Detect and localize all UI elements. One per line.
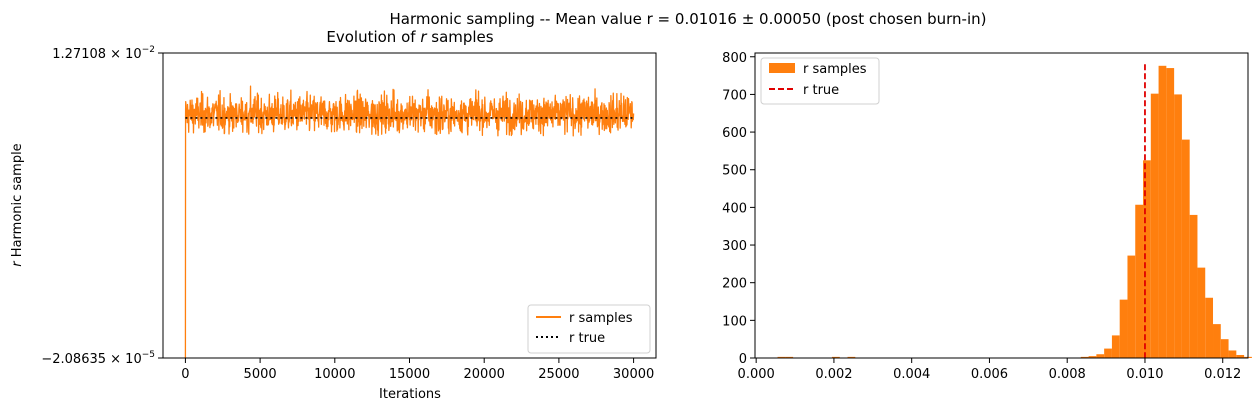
histogram-legend: r samples r true xyxy=(760,57,880,105)
hist-xtick-label: 0.012 xyxy=(1204,367,1241,382)
hist-xtick-label: 0.002 xyxy=(815,367,852,382)
histogram-axes: 0.000 0.002 0.004 0.006 0.008 0.010 0.012 0 100… xyxy=(722,51,1252,382)
hist-ytick-label: 200 xyxy=(722,277,747,292)
hist-bar xyxy=(1150,93,1159,359)
hist-ytick-label: 400 xyxy=(722,201,747,216)
legend-samples-label: r samples xyxy=(569,311,633,326)
legend-true-label: r true xyxy=(569,331,605,346)
hist-bar xyxy=(1158,65,1167,359)
hist-bar xyxy=(1236,354,1245,358)
hist-xtick-label: 0.006 xyxy=(971,367,1008,382)
hist-bar xyxy=(1228,350,1237,358)
trace-xtick-label: 5000 xyxy=(244,367,277,382)
hist-bar xyxy=(1213,324,1221,358)
hist-bar xyxy=(1197,267,1206,358)
hist-ytick-label: 100 xyxy=(722,314,747,329)
hist-bar xyxy=(1143,160,1151,358)
trace-legend: r samples r true xyxy=(527,304,651,354)
trace-xlabel: Iterations xyxy=(379,387,441,402)
legend-hist-samples-label: r samples xyxy=(803,62,867,77)
hist-bar xyxy=(831,356,840,358)
hist-bar xyxy=(1119,299,1128,358)
hist-bar xyxy=(1181,139,1190,358)
hist-bar xyxy=(1135,204,1144,358)
hist-bar xyxy=(1189,214,1198,358)
trace-title: Evolution of r samples xyxy=(326,28,493,46)
hist-bar xyxy=(847,356,856,358)
hist-bar xyxy=(1220,339,1229,358)
trace-xtick-label: 15000 xyxy=(389,367,430,382)
hist-bar xyxy=(1166,68,1175,358)
hist-bar xyxy=(1096,354,1105,358)
hist-xtick-label: 0.000 xyxy=(738,367,775,382)
trace-xtick-label: 0 xyxy=(181,367,189,382)
hist-xtick-label: 0.004 xyxy=(893,367,930,382)
histogram-frame xyxy=(754,52,1249,359)
hist-bar xyxy=(1088,356,1097,358)
hist-ytick-label: 600 xyxy=(722,126,747,141)
hist-ytick-label: 500 xyxy=(722,164,747,179)
hist-ytick-label: 700 xyxy=(722,88,747,103)
trace-xtick-label: 25000 xyxy=(538,367,579,382)
hist-bar xyxy=(1205,297,1214,358)
hist-bar xyxy=(1174,94,1182,359)
trace-samples-line xyxy=(184,85,635,359)
hist-xtick-label: 0.008 xyxy=(1049,367,1086,382)
hist-ytick-label: 0 xyxy=(739,352,747,367)
trace-xtick-label: 30000 xyxy=(613,367,654,382)
hist-xtick-label: 0.010 xyxy=(1126,367,1163,382)
legend-hist-true-label: r true xyxy=(803,83,839,98)
hist-ytick-label: 800 xyxy=(722,51,747,66)
hist-bar xyxy=(1127,255,1136,358)
hist-bar xyxy=(1111,335,1120,358)
legend-hist-samples-swatch xyxy=(769,63,795,73)
hist-ytick-label: 300 xyxy=(722,239,747,254)
hist-bar xyxy=(785,356,794,358)
trace-xtick-label: 10000 xyxy=(314,367,355,382)
trace-ylabel: r Harmonic sample xyxy=(10,143,25,266)
hist-bar xyxy=(777,356,786,358)
hist-bar xyxy=(1104,348,1112,358)
trace-ytick-label: −2.08635 × 10−5 xyxy=(41,350,155,367)
trace-ytick-label: 1.27108 × 10−2 xyxy=(52,45,155,62)
hist-bar xyxy=(1080,356,1089,358)
trace-axes: Evolution of r samples 0 5000 10000 15000 20… xyxy=(10,28,657,402)
figure-title: Harmonic sampling -- Mean value r = 0.01… xyxy=(390,10,987,28)
trace-xtick-label: 20000 xyxy=(464,367,505,382)
